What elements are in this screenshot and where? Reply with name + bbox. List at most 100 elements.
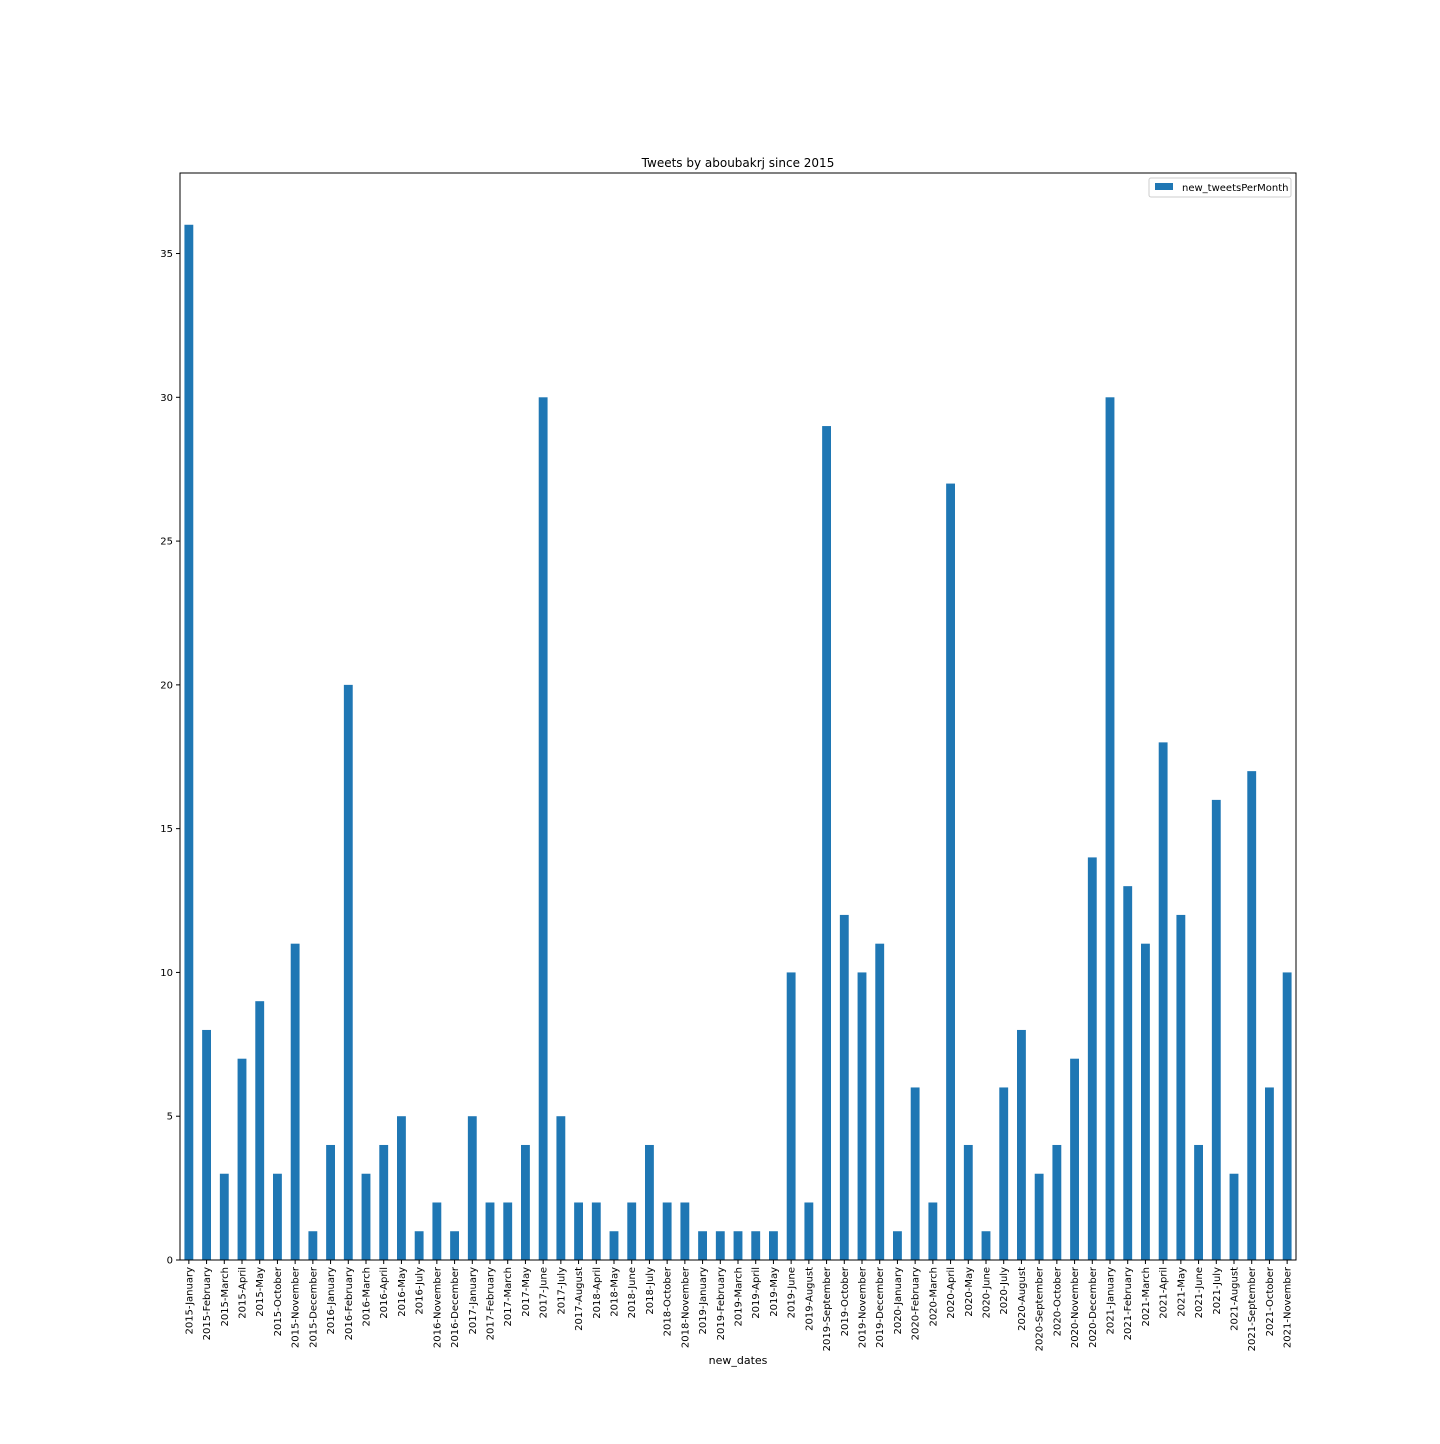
- x-tick-label: 2019-April: [751, 1267, 762, 1319]
- x-tick-label: 2021-March: [1141, 1267, 1152, 1327]
- x-tick-label: 2019-December: [875, 1266, 886, 1348]
- bar: [680, 1202, 690, 1260]
- legend: new_tweetsPerMonth: [1148, 177, 1292, 198]
- y-tick-label: 10: [160, 968, 173, 979]
- x-tick-label: 2017-February: [486, 1267, 497, 1340]
- bar: [627, 1202, 637, 1260]
- x-tick-label: 2016-December: [450, 1266, 461, 1348]
- bar: [733, 1231, 743, 1260]
- x-tick-label: 2015-December: [308, 1266, 319, 1348]
- bar: [184, 224, 194, 1260]
- x-tick-label: 2021-July: [1212, 1267, 1223, 1315]
- y-tick-label: 25: [160, 537, 173, 548]
- x-tick-label: 2018-May: [610, 1267, 621, 1317]
- bar: [432, 1202, 442, 1260]
- x-tick-label: 2017-August: [574, 1267, 585, 1331]
- bar: [857, 972, 867, 1260]
- bar: [715, 1231, 725, 1260]
- bar: [1141, 943, 1150, 1260]
- bar: [237, 1058, 247, 1260]
- x-tick-label: 2019-March: [734, 1267, 745, 1327]
- x-axis: 2015-January 2015-February 2015-March 2015-…: [184, 1260, 1294, 1351]
- x-tick-label: 2015-February: [202, 1267, 213, 1340]
- plot-frame: [179, 172, 1297, 1261]
- x-tick-label: 2015-April: [238, 1267, 249, 1319]
- x-tick-label: 2015-January: [184, 1267, 195, 1335]
- bar: [875, 943, 885, 1260]
- bar: [326, 1144, 335, 1260]
- bar: [822, 426, 831, 1260]
- bar: [1229, 1173, 1239, 1260]
- y-tick-label: 15: [160, 824, 173, 835]
- bar: [503, 1202, 513, 1260]
- y-axis: 0 5 10 15 20 25 30 35: [160, 249, 180, 1267]
- x-tick-label: 2021-October: [1265, 1266, 1276, 1336]
- y-tick-label: 0: [167, 1256, 173, 1267]
- x-tick-label: 2019-November: [858, 1266, 869, 1348]
- x-tick-label: 2016-July: [415, 1267, 426, 1315]
- bar: [414, 1231, 424, 1260]
- x-tick-label: 2020-August: [1017, 1267, 1028, 1331]
- bar: [1247, 771, 1257, 1260]
- legend-swatch: [1155, 183, 1173, 190]
- bar: [1034, 1173, 1044, 1260]
- bar: [574, 1202, 583, 1260]
- x-tick-label: 2015-October: [273, 1266, 284, 1336]
- x-tick-label: 2020-June: [982, 1267, 993, 1318]
- bar: [804, 1202, 814, 1260]
- x-axis-label: new_dates: [709, 1354, 768, 1367]
- bars-group: [184, 224, 1292, 1260]
- x-tick-label: 2020-July: [999, 1267, 1010, 1315]
- bar: [1194, 1144, 1203, 1260]
- y-tick-label: 20: [160, 680, 173, 691]
- x-tick-label: 2020-February: [911, 1267, 922, 1340]
- x-tick-label: 2021-February: [1123, 1267, 1134, 1340]
- bar: [928, 1202, 938, 1260]
- x-tick-label: 2016-May: [397, 1267, 408, 1317]
- x-tick-label: 2020-May: [964, 1267, 975, 1317]
- bar: [946, 483, 955, 1260]
- bar: [556, 1116, 566, 1260]
- bar: [963, 1144, 973, 1260]
- bar: [343, 684, 353, 1260]
- x-tick-label: 2017-March: [503, 1267, 514, 1327]
- bar: [379, 1144, 389, 1260]
- bar: [1282, 972, 1292, 1260]
- x-tick-label: 2019-October: [840, 1266, 851, 1336]
- bar: [698, 1231, 707, 1260]
- bar: [786, 972, 796, 1260]
- legend-box: [1148, 177, 1292, 198]
- bar: [1211, 799, 1221, 1260]
- bar: [662, 1202, 672, 1260]
- bar: [910, 1087, 920, 1260]
- bar: [290, 943, 300, 1260]
- bar: [609, 1231, 619, 1260]
- y-tick-label: 5: [167, 1112, 173, 1123]
- bar: [645, 1144, 654, 1260]
- x-tick-label: 2016-November: [432, 1266, 443, 1348]
- x-tick-label: 2019-May: [769, 1267, 780, 1317]
- bar: [273, 1173, 282, 1260]
- x-tick-label: 2018-November: [680, 1266, 691, 1348]
- bar: [538, 397, 548, 1260]
- x-tick-label: 2021-April: [1159, 1267, 1170, 1319]
- x-tick-label: 2017-May: [521, 1267, 532, 1317]
- bar: [308, 1231, 318, 1260]
- x-tick-label: 2017-January: [468, 1267, 479, 1335]
- bar: [485, 1202, 495, 1260]
- x-tick-label: 2021-November: [1283, 1266, 1294, 1348]
- x-tick-label: 2020-September: [1035, 1266, 1046, 1351]
- x-tick-label: 2017-July: [556, 1267, 567, 1315]
- x-tick-label: 2020-December: [1088, 1266, 1099, 1348]
- x-tick-label: 2018-April: [592, 1267, 603, 1319]
- y-tick-label: 35: [160, 249, 173, 260]
- x-tick-label: 2020-April: [946, 1267, 957, 1319]
- bar: [981, 1231, 991, 1260]
- bar: [1052, 1144, 1062, 1260]
- x-tick-label: 2018-June: [627, 1267, 638, 1318]
- x-tick-label: 2018-October: [663, 1266, 674, 1336]
- bar: [1176, 914, 1186, 1260]
- bar: [361, 1173, 371, 1260]
